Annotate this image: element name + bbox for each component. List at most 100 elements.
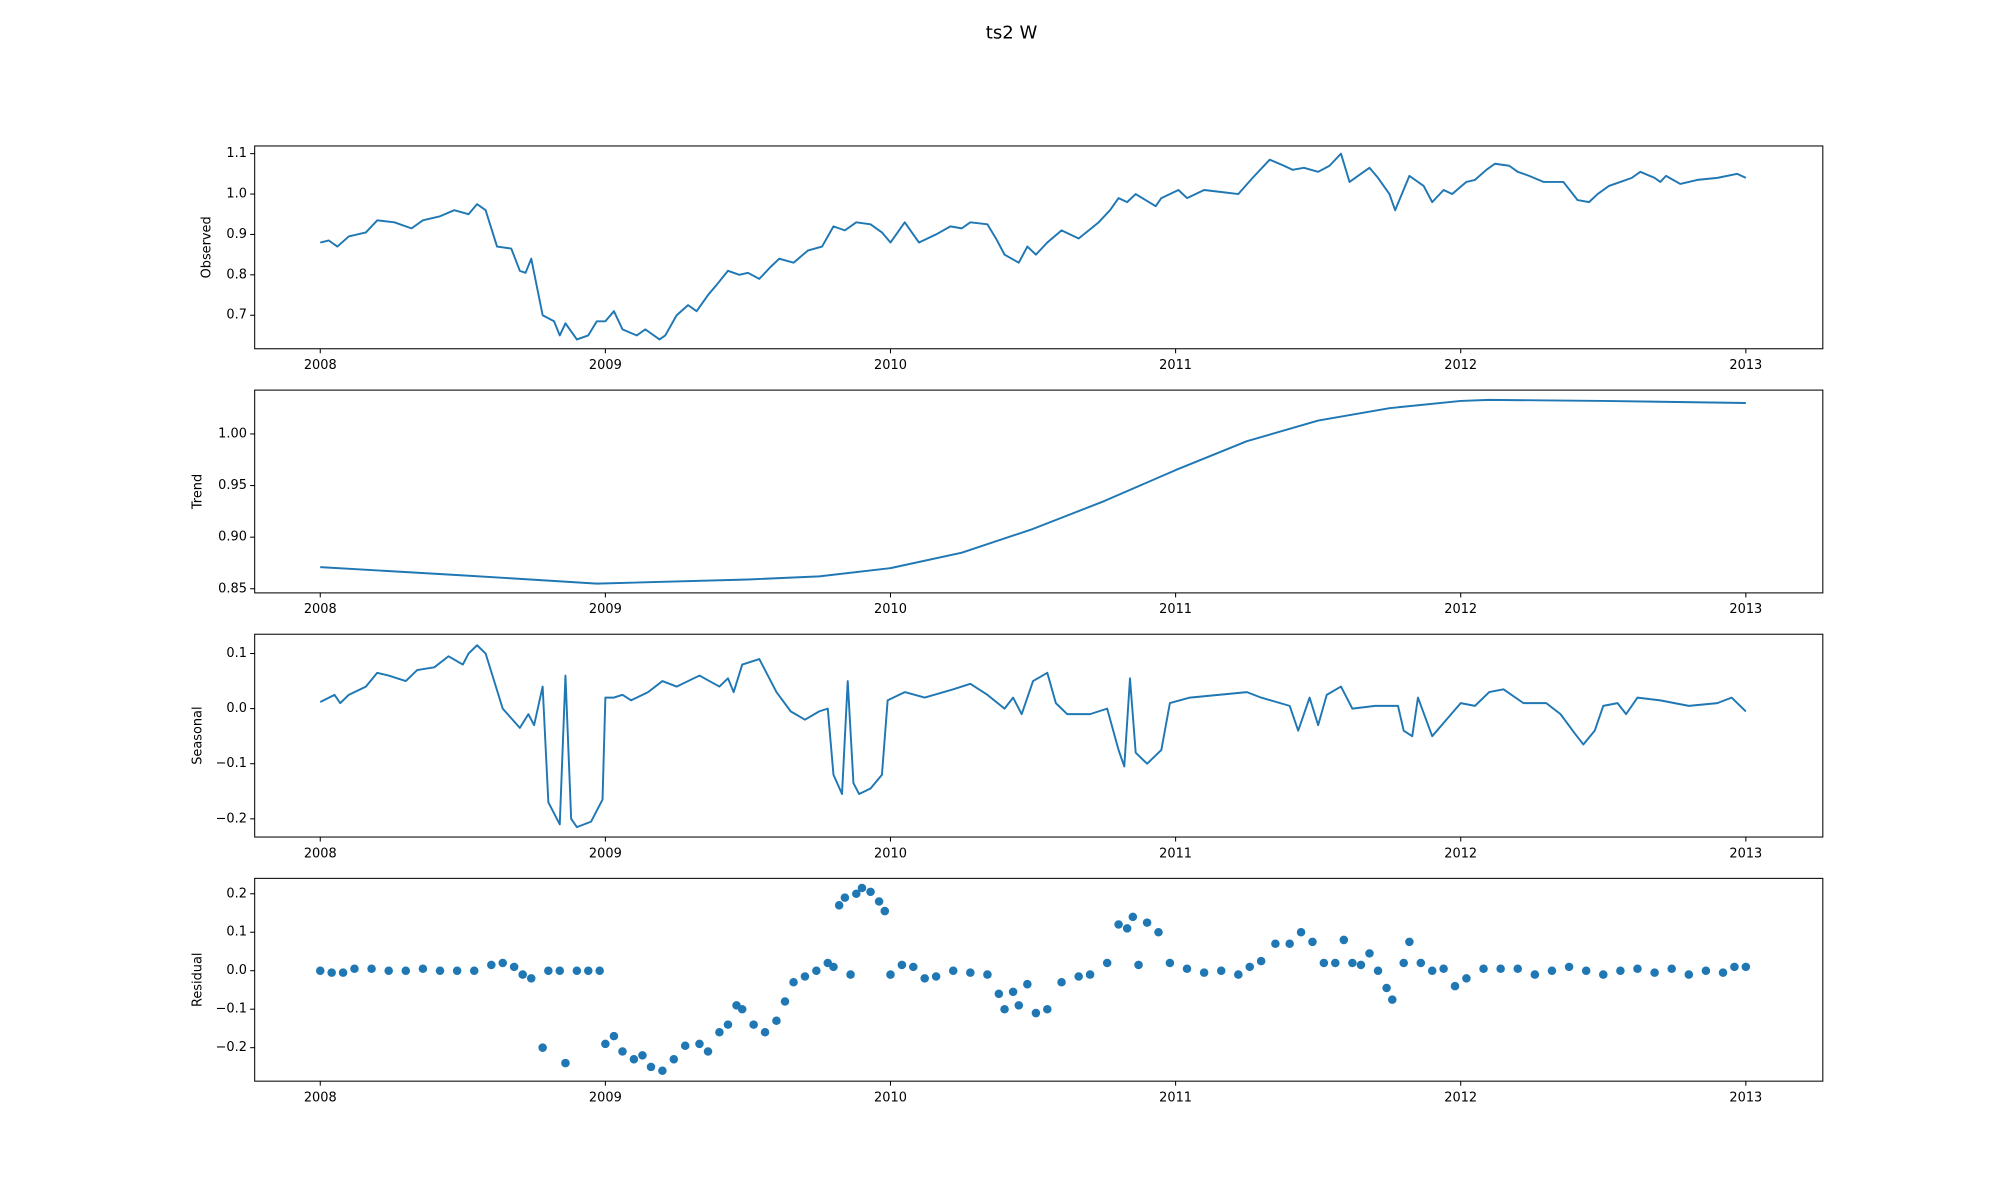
y-axis-label: Observed: [199, 216, 214, 278]
y-tick-label: 0.1: [226, 925, 247, 940]
point: [384, 966, 393, 975]
x-tick-label: 2011: [1159, 602, 1192, 617]
series-line: [320, 398, 1746, 585]
y-tick-label: 0.8: [226, 267, 247, 282]
point: [1271, 939, 1280, 949]
x-tick-label: 2009: [589, 358, 622, 373]
point: [846, 970, 855, 979]
y-tick-label: 0.90: [218, 530, 247, 545]
point: [834, 901, 844, 910]
x-tick-label: 2008: [304, 846, 337, 861]
point: [1701, 966, 1711, 975]
point: [1513, 964, 1523, 974]
point: [909, 962, 918, 972]
point: [435, 966, 445, 975]
point: [638, 1051, 647, 1060]
point: [1216, 966, 1226, 975]
point: [1182, 964, 1192, 974]
point: [1399, 958, 1408, 968]
point: [518, 970, 527, 979]
point: [829, 962, 838, 972]
axes-frame: [254, 877, 1824, 1082]
x-tick-label: 2012: [1444, 846, 1477, 861]
x-tick-label: 2009: [589, 1090, 622, 1105]
point: [737, 1004, 747, 1014]
point: [1043, 1004, 1052, 1014]
point: [555, 966, 565, 975]
point: [1023, 979, 1032, 989]
point: [1031, 1008, 1041, 1018]
point: [1000, 1004, 1009, 1014]
point: [418, 964, 428, 974]
y-tick-label: 0.95: [218, 478, 247, 493]
point: [1356, 960, 1366, 970]
point: [1057, 978, 1066, 987]
point: [723, 1020, 733, 1029]
point: [1154, 927, 1163, 937]
point: [1450, 981, 1460, 991]
x-tick-label: 2013: [1729, 1090, 1762, 1105]
point: [749, 1020, 758, 1029]
point: [469, 966, 479, 975]
point: [857, 883, 867, 893]
point: [812, 966, 821, 975]
point: [452, 966, 462, 975]
point: [1416, 958, 1426, 968]
point: [1427, 966, 1437, 975]
point: [1496, 964, 1505, 974]
point: [658, 1066, 667, 1076]
x-tick-label: 2008: [304, 602, 337, 617]
point: [561, 1058, 570, 1068]
point: [1008, 987, 1018, 997]
point: [1684, 970, 1694, 979]
y-tick-label: 1.0: [226, 187, 247, 202]
point: [840, 893, 850, 902]
point: [780, 997, 790, 1006]
point: [1114, 920, 1123, 929]
point: [760, 1028, 770, 1037]
y-axis-label: Residual: [190, 953, 205, 1008]
point: [1339, 935, 1349, 945]
point: [1331, 958, 1340, 968]
y-tick-label: −0.2: [216, 811, 247, 826]
point: [789, 978, 798, 987]
series-line: [319, 644, 1747, 829]
point: [1256, 956, 1266, 966]
x-tick-label: 2011: [1159, 1090, 1192, 1105]
x-tick-label: 2012: [1444, 358, 1477, 373]
point: [948, 966, 958, 975]
x-tick-label: 2008: [304, 1090, 337, 1105]
y-tick-label: −0.1: [216, 756, 247, 771]
point: [646, 1062, 656, 1072]
point: [1718, 968, 1728, 977]
point: [715, 1028, 724, 1037]
point: [680, 1041, 690, 1051]
point: [1319, 958, 1329, 968]
figure-title: ts2 W: [986, 23, 1038, 44]
point: [1365, 949, 1374, 958]
point: [880, 906, 890, 916]
x-tick-label: 2013: [1729, 846, 1762, 861]
axes-frame: [254, 389, 1824, 594]
point: [866, 887, 875, 897]
point: [931, 972, 941, 981]
y-tick-label: −0.1: [216, 1002, 247, 1017]
x-tick-label: 2012: [1444, 602, 1477, 617]
point: [572, 966, 582, 975]
point: [1165, 958, 1175, 968]
point: [1102, 958, 1112, 968]
point: [327, 968, 336, 977]
point: [1530, 970, 1540, 979]
point: [1373, 966, 1383, 975]
point: [966, 968, 975, 977]
point: [695, 1039, 704, 1049]
point: [1741, 962, 1751, 972]
point: [1439, 964, 1448, 974]
point: [1564, 962, 1574, 972]
point: [595, 966, 604, 975]
x-tick-label: 2012: [1444, 1090, 1477, 1105]
point: [1014, 1001, 1024, 1010]
y-tick-label: 0.7: [226, 308, 247, 323]
point: [1405, 937, 1414, 947]
